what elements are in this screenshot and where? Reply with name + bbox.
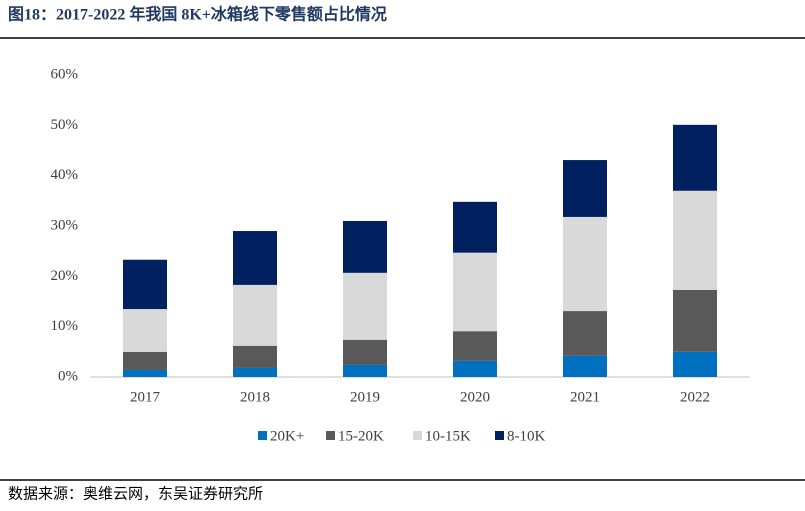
bar-segment bbox=[673, 289, 717, 352]
bar-segment bbox=[233, 231, 277, 285]
y-tick-label: 50% bbox=[51, 117, 79, 133]
bar-segment bbox=[123, 369, 167, 377]
legend-swatch bbox=[258, 431, 267, 440]
legend-swatch bbox=[413, 431, 422, 440]
x-tick-label: 2021 bbox=[570, 389, 600, 405]
bar-segment bbox=[343, 220, 387, 273]
x-tick-label: 2019 bbox=[350, 389, 380, 405]
legend-label: 15-20K bbox=[338, 428, 384, 444]
y-tick-label: 60% bbox=[51, 66, 79, 82]
y-tick-label: 30% bbox=[51, 217, 79, 233]
bar-segment bbox=[563, 355, 607, 377]
bar-segment bbox=[123, 351, 167, 370]
bar-segment bbox=[233, 284, 277, 346]
bar-segment bbox=[563, 311, 607, 356]
bar-segment bbox=[453, 331, 497, 361]
x-tick-label: 2020 bbox=[460, 389, 490, 405]
bar-segment bbox=[563, 216, 607, 312]
bar-segment bbox=[563, 160, 607, 217]
legend-swatch bbox=[495, 431, 504, 440]
legend-label: 8-10K bbox=[507, 428, 545, 444]
bar-segment bbox=[233, 367, 277, 377]
bar-segment bbox=[453, 360, 497, 377]
bar-segment bbox=[343, 272, 387, 340]
bar-segment bbox=[123, 259, 167, 310]
legend-label: 20K+ bbox=[270, 428, 304, 444]
y-tick-label: 20% bbox=[51, 268, 79, 284]
bar-segment bbox=[343, 339, 387, 365]
chart-title: 图18：2017-2022 年我国 8K+冰箱线下零售额占比情况 bbox=[8, 5, 387, 24]
legend-label: 10-15K bbox=[425, 428, 471, 444]
y-tick-label: 40% bbox=[51, 167, 79, 183]
x-tick-label: 2017 bbox=[130, 389, 161, 405]
source-note: 数据来源：奥维云网，东吴证券研究所 bbox=[8, 485, 263, 502]
bar-segment bbox=[673, 351, 717, 377]
bar-segment bbox=[453, 201, 497, 253]
y-tick-label: 10% bbox=[51, 318, 79, 334]
bar-segment bbox=[233, 345, 277, 368]
legend-swatch bbox=[326, 431, 335, 440]
bar-segment bbox=[673, 124, 717, 191]
y-tick-label: 0% bbox=[58, 368, 78, 384]
bar-segment bbox=[343, 364, 387, 377]
bar-segment bbox=[673, 190, 717, 290]
bar-segment bbox=[453, 252, 497, 332]
x-tick-label: 2018 bbox=[240, 389, 270, 405]
bar-segment bbox=[123, 309, 167, 352]
x-tick-label: 2022 bbox=[680, 389, 710, 405]
